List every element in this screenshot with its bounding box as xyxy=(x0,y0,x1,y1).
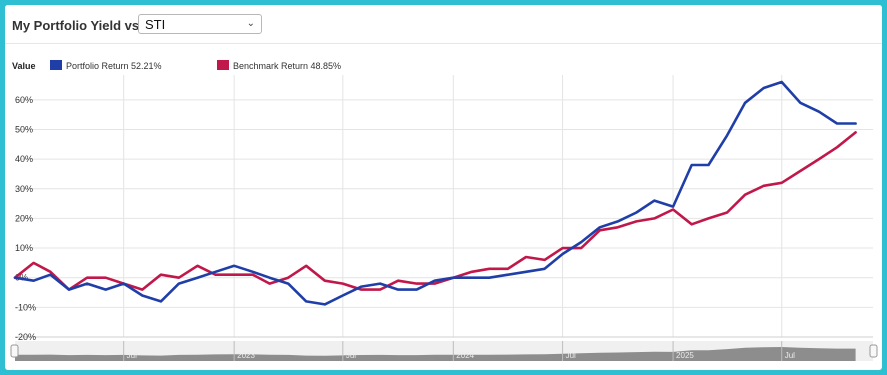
navigator-tick-label: Jul xyxy=(566,351,576,360)
navigator-tick-label: 2025 xyxy=(676,351,694,360)
range-navigator[interactable]: Jul 2023 Jul 2024 Jul 2025 Jul xyxy=(10,341,878,361)
navigator-handle-right[interactable] xyxy=(869,344,878,358)
legend-label: Value xyxy=(12,61,36,71)
navigator-tick-label: Jul xyxy=(127,351,137,360)
benchmark-select-value: STI xyxy=(145,17,166,32)
y-axis-labels: 60%50%40%30%20%10%0%-10%-20% xyxy=(15,95,36,342)
navigator-tick-label: Jul xyxy=(346,351,356,360)
page-title: My Portfolio Yield vs xyxy=(12,18,140,33)
chart-series xyxy=(13,80,857,306)
portfolio-yield-card: My Portfolio Yield vs STI ⌄ Value Portfo… xyxy=(5,5,882,370)
legend-swatch-portfolio xyxy=(50,60,62,70)
y-tick-label: 30% xyxy=(15,184,33,194)
navigator-handle-left[interactable] xyxy=(10,344,19,358)
y-tick-label: -20% xyxy=(15,332,36,342)
y-tick-label: 40% xyxy=(15,154,33,164)
navigator-tick-label: Jul xyxy=(785,351,795,360)
benchmark-select[interactable]: STI ⌄ xyxy=(138,14,262,34)
series-line-benchmark xyxy=(13,131,857,291)
series-line-portfolio xyxy=(13,80,857,306)
navigator-tick-label: 2023 xyxy=(237,351,255,360)
legend-text-benchmark: Benchmark Return 48.85% xyxy=(233,61,342,71)
chart-grid xyxy=(15,75,873,338)
navigator-area xyxy=(15,347,856,361)
legend-text-portfolio: Portfolio Return 52.21% xyxy=(66,61,162,71)
chevron-down-icon: ⌄ xyxy=(246,18,255,29)
chart-header: My Portfolio Yield vs STI ⌄ xyxy=(5,5,882,43)
y-tick-label: 20% xyxy=(15,213,33,223)
line-chart: 60%50%40%30%20%10%0%-10%-20% Jul 2023 Jul 2… xyxy=(10,75,878,361)
y-tick-label: 60% xyxy=(15,95,33,105)
navigator-tick-label: 2024 xyxy=(456,351,474,360)
header-divider xyxy=(5,43,882,44)
legend-swatch-benchmark xyxy=(217,60,229,70)
y-tick-label: 10% xyxy=(15,243,33,253)
y-tick-label: 50% xyxy=(15,124,33,134)
y-tick-label: -10% xyxy=(15,302,36,312)
